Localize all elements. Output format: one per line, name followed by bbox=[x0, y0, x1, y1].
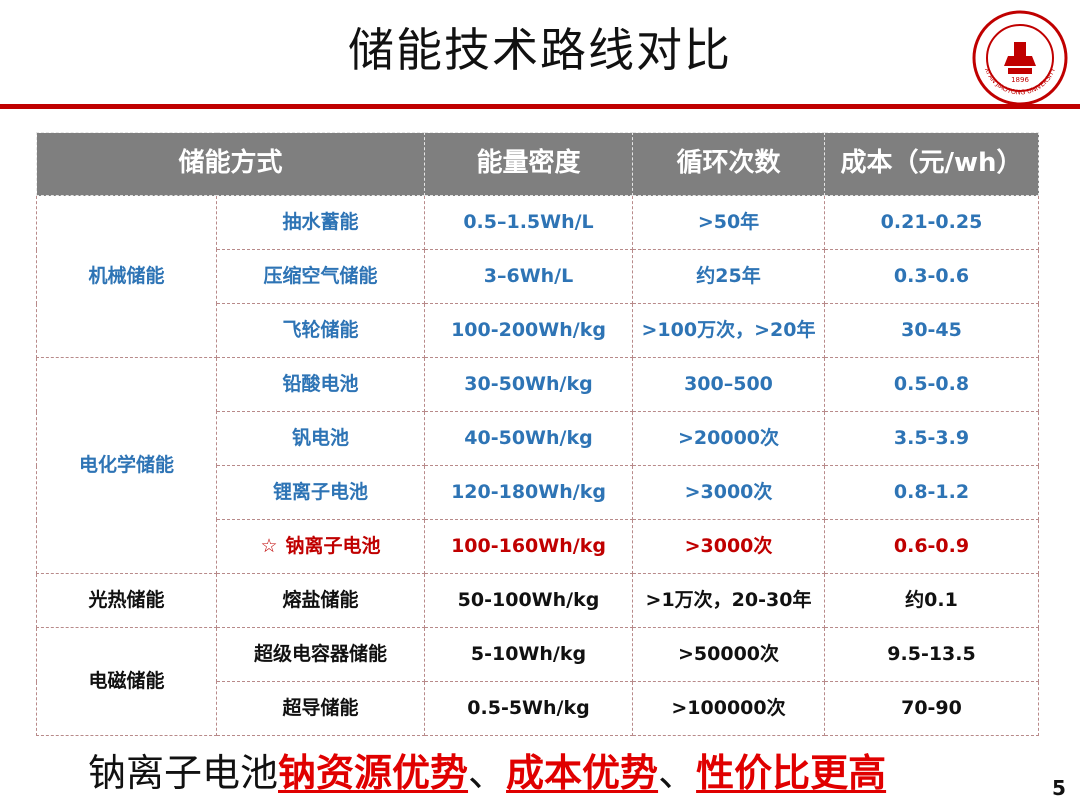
table-header-row: 储能方式 能量密度 循环次数 成本（元/wh） bbox=[36, 132, 1039, 196]
table-row: 超导储能 0.5-5Wh/kg >100000次 70-90 bbox=[37, 681, 1039, 736]
row-item: 飞轮储能 bbox=[216, 303, 425, 358]
row-item: 锂离子电池 bbox=[216, 465, 425, 520]
conclusion-separator: 、 bbox=[658, 751, 697, 795]
storage-comparison-table: 储能方式 能量密度 循环次数 成本（元/wh） 机械储能 抽水蓄能 0.5–1.… bbox=[36, 132, 1039, 736]
row-item: 铅酸电池 bbox=[216, 357, 425, 412]
table-row: 钒电池 40-50Wh/kg >20000次 3.5-3.9 bbox=[37, 411, 1039, 466]
conclusion-line: 钠离子电池钠资源优势、成本优势、性价比更高 bbox=[88, 742, 886, 797]
row-energy: 40-50Wh/kg bbox=[424, 411, 633, 466]
row-cycles: 约25年 bbox=[632, 249, 825, 304]
row-cost: 70-90 bbox=[824, 681, 1039, 736]
star-icon: ☆ bbox=[260, 535, 278, 558]
conclusion-prefix: 钠离子电池 bbox=[88, 751, 279, 795]
conclusion-separator: 、 bbox=[468, 751, 507, 795]
row-cost: 0.3-0.6 bbox=[824, 249, 1039, 304]
row-cost: 0.8-1.2 bbox=[824, 465, 1039, 520]
title-divider bbox=[0, 104, 1080, 109]
header-method: 储能方式 bbox=[36, 132, 425, 196]
category-electrochemical: 电化学储能 bbox=[36, 357, 217, 574]
header-cycles: 循环次数 bbox=[632, 132, 825, 196]
row-item: 熔盐储能 bbox=[216, 573, 425, 628]
page-number: 5 bbox=[1052, 776, 1066, 800]
highlight-cost-advantage: 成本优势 bbox=[506, 751, 659, 795]
row-cycles: >1万次，20-30年 bbox=[632, 573, 825, 628]
table-row: 飞轮储能 100-200Wh/kg >100万次，>20年 30-45 bbox=[37, 303, 1039, 358]
university-seal-logo: 1896 XI'AN JIAOTONG UNIVERSITY bbox=[972, 10, 1068, 106]
row-cycles: >50000次 bbox=[632, 627, 825, 682]
category-electromagnetic: 电磁储能 bbox=[36, 627, 217, 736]
row-cost: 3.5-3.9 bbox=[824, 411, 1039, 466]
row-cycles: >100000次 bbox=[632, 681, 825, 736]
row-energy: 30-50Wh/kg bbox=[424, 357, 633, 412]
row-cost: 约0.1 bbox=[824, 573, 1039, 628]
table-row: 光热储能 熔盐储能 50-100Wh/kg >1万次，20-30年 约0.1 bbox=[36, 573, 1039, 628]
highlight-sodium-resource: 钠资源优势 bbox=[278, 751, 469, 795]
row-cost: 0.6-0.9 bbox=[824, 519, 1039, 574]
row-cycles: >50年 bbox=[632, 195, 825, 250]
row-item: 压缩空气储能 bbox=[216, 249, 425, 304]
row-item: 超级电容器储能 bbox=[216, 627, 425, 682]
row-cycles: >3000次 bbox=[632, 519, 825, 574]
row-energy: 50-100Wh/kg bbox=[424, 573, 633, 628]
row-item-label: 钠离子电池 bbox=[285, 535, 381, 558]
row-cost: 30-45 bbox=[824, 303, 1039, 358]
category-mechanical: 机械储能 bbox=[36, 195, 217, 358]
row-cycles: >20000次 bbox=[632, 411, 825, 466]
row-item: 抽水蓄能 bbox=[216, 195, 425, 250]
row-energy: 3–6Wh/L bbox=[424, 249, 633, 304]
row-item-highlighted: ☆ 钠离子电池 bbox=[216, 519, 425, 574]
row-energy: 0.5–1.5Wh/L bbox=[424, 195, 633, 250]
row-energy: 100-200Wh/kg bbox=[424, 303, 633, 358]
header-cost: 成本（元/wh） bbox=[824, 132, 1039, 196]
table-row-highlighted: ☆ 钠离子电池 100-160Wh/kg >3000次 0.6-0.9 bbox=[37, 519, 1039, 574]
row-cycles: 300–500 bbox=[632, 357, 825, 412]
row-cost: 0.5-0.8 bbox=[824, 357, 1039, 412]
page-title: 储能技术路线对比 bbox=[348, 23, 732, 77]
row-energy: 0.5-5Wh/kg bbox=[424, 681, 633, 736]
table-row: 机械储能 抽水蓄能 0.5–1.5Wh/L >50年 0.21-0.25 bbox=[36, 195, 1039, 358]
row-item: 超导储能 bbox=[216, 681, 425, 736]
row-energy: 5-10Wh/kg bbox=[424, 627, 633, 682]
table-row: 电磁储能 超级电容器储能 5-10Wh/kg >50000次 9.5-13.5 bbox=[36, 627, 1039, 736]
row-cycles: >100万次，>20年 bbox=[632, 303, 825, 358]
svg-text:1896: 1896 bbox=[1011, 76, 1029, 84]
table-row: 锂离子电池 120-180Wh/kg >3000次 0.8-1.2 bbox=[37, 465, 1039, 520]
row-cost: 9.5-13.5 bbox=[824, 627, 1039, 682]
row-energy: 120-180Wh/kg bbox=[424, 465, 633, 520]
table-row: 电化学储能 铅酸电池 30-50Wh/kg 300–500 0.5-0.8 bbox=[36, 357, 1039, 574]
highlight-value: 性价比更高 bbox=[696, 751, 887, 795]
row-cost: 0.21-0.25 bbox=[824, 195, 1039, 250]
row-cycles: >3000次 bbox=[632, 465, 825, 520]
row-energy: 100-160Wh/kg bbox=[424, 519, 633, 574]
row-item: 钒电池 bbox=[216, 411, 425, 466]
category-solar-thermal: 光热储能 bbox=[36, 573, 217, 628]
header-energy-density: 能量密度 bbox=[424, 132, 633, 196]
